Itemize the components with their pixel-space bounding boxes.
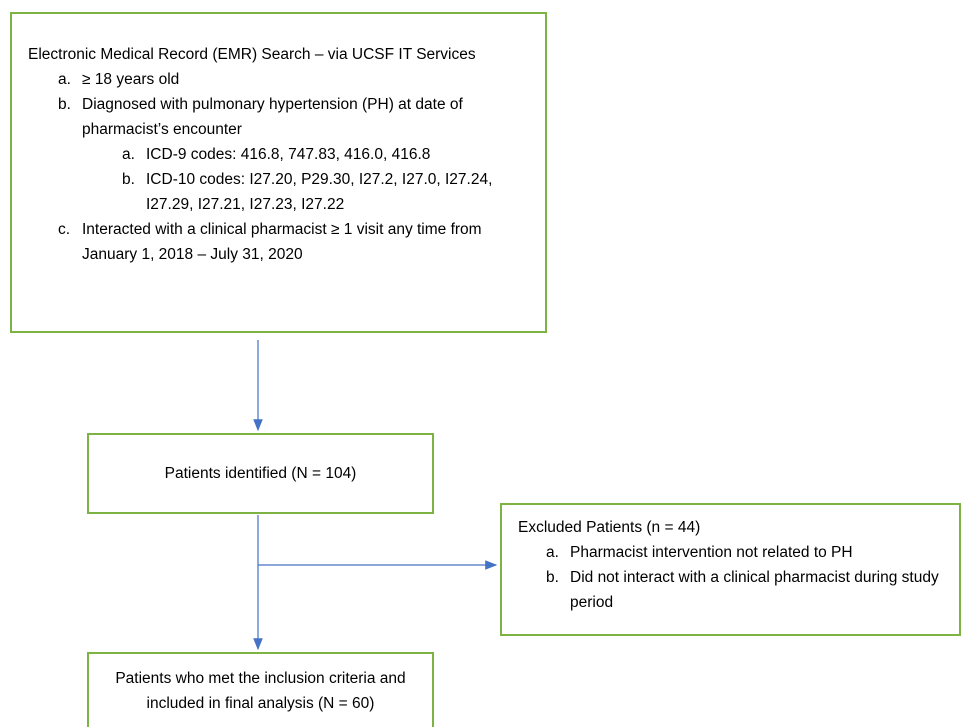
box-title: Excluded Patients (n = 44) (518, 519, 701, 536)
identified-box: Patients identified (N = 104) (87, 433, 434, 514)
item-text: Did not interact with a clinical pharmac… (570, 569, 939, 611)
marker: a. (546, 544, 559, 561)
marker: a. (58, 71, 71, 88)
included-box: Patients who met the inclusion criteria … (87, 652, 434, 727)
box-title: Patients identified (N = 104) (164, 465, 357, 482)
marker: b. (58, 96, 71, 113)
item-text: ICD-10 codes: I27.20, P29.30, I27.2, I27… (146, 171, 493, 213)
box-title: Patients who met the inclusion criteria … (115, 669, 406, 712)
marker: a. (122, 146, 135, 163)
item-text: ≥ 18 years old (82, 71, 180, 88)
item-text: Pharmacist intervention not related to P… (570, 544, 853, 561)
marker: b. (546, 569, 559, 586)
item-text: ICD-9 codes: 416.8, 747.83, 416.0, 416.8 (146, 146, 431, 163)
item-text: Interacted with a clinical pharmacist ≥ … (82, 221, 482, 263)
box-title: Electronic Medical Record (EMR) Search –… (28, 46, 476, 63)
marker: b. (122, 171, 135, 188)
excluded-box: Excluded Patients (n = 44) a. Pharmacist … (500, 503, 961, 636)
item-text: Diagnosed with pulmonary hypertension (P… (82, 96, 463, 138)
search-box: Electronic Medical Record (EMR) Search –… (10, 12, 547, 333)
marker: c. (58, 221, 71, 238)
